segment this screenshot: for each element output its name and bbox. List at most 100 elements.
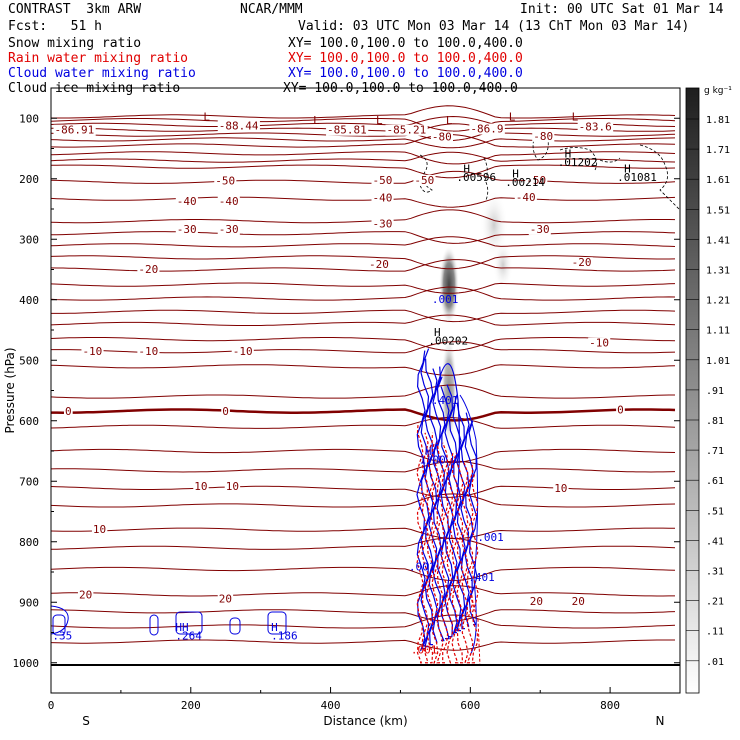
north-label: N — [656, 714, 665, 728]
plot-area: -86.91 -88.44 -85.81 -85.21 -86.9 -83.6 -80 -80… — [51, 105, 680, 667]
cloud-water-contour — [175, 611, 203, 635]
annotation-label: 1.00 — [419, 453, 446, 466]
annotation-label: H — [271, 621, 278, 634]
annotation-label: H — [425, 445, 432, 458]
annotation-label: L — [446, 114, 453, 127]
x-tick-label: 200 — [181, 699, 201, 712]
temperature-contour-label: 20 — [530, 595, 543, 608]
temperature-contour-label: -50 — [526, 174, 546, 187]
temperature-contour-line — [51, 151, 676, 163]
temperature-contour-label: -30 — [530, 223, 550, 236]
south-label: S — [82, 714, 90, 728]
cloud-water-contour — [267, 611, 287, 635]
annotation-label: .00214 — [505, 176, 545, 189]
temperature-contour-line — [51, 309, 676, 323]
annotation-label: .186 — [271, 630, 298, 643]
temperature-contour-label: 0 — [65, 405, 72, 418]
temperature-contour-line — [51, 384, 675, 399]
temperature-contour-label: -10 — [589, 337, 609, 350]
temperature-contour-label: -40 — [516, 191, 536, 204]
temperature-contour-line — [51, 209, 676, 224]
valid-time: Valid: 03 UTC Mon 03 Mar 14 (13 ChT Mon … — [298, 19, 690, 34]
temperature-contour-line — [51, 236, 676, 248]
temperature-contour-label: 20 — [219, 593, 232, 606]
colorbar-label: .61 — [706, 476, 724, 487]
annotation-label: .401 — [468, 571, 495, 584]
temperature-contour-label: -86.9 — [470, 123, 503, 136]
colorbar-label: .71 — [706, 446, 724, 457]
annotation-label: H — [434, 326, 441, 339]
temperature-contour-label: -85.21 — [386, 124, 426, 137]
temperature-contour-line — [51, 118, 676, 132]
forecast-hour: Fcst: 51 h — [8, 19, 102, 34]
temperature-contour-line — [51, 460, 676, 473]
colorbar-label: .11 — [706, 627, 724, 638]
rain-water-contour — [461, 462, 469, 663]
temperature-contour-label: -50 — [414, 174, 434, 187]
annotation-label: .401 — [432, 394, 459, 407]
temperature-contour-line — [51, 170, 676, 184]
temperature-contour-line — [51, 282, 676, 294]
legend-snow-xy: XY= 100.0,100.0 to 100.0,400.0 — [288, 36, 523, 51]
temperature-contour-line — [51, 164, 676, 179]
rain-water-contour — [451, 452, 459, 664]
legend-rain-label: Rain water mixing ratio — [8, 51, 189, 66]
cloud-water-contour — [456, 402, 466, 632]
annotation-label: L — [203, 110, 210, 123]
cloud-water-contour — [428, 368, 438, 646]
annotation-label: H — [512, 167, 519, 180]
cloud-water-contour — [444, 384, 454, 638]
colorbar-label: 1.31 — [706, 266, 730, 277]
temperature-contour-label: -30 — [177, 223, 197, 236]
annotation-label: .01081 — [617, 171, 657, 184]
annotation-label: .00596 — [456, 171, 496, 184]
annotation-label: H — [565, 147, 572, 160]
cloud-water-contour — [52, 614, 66, 636]
y-tick-label: 1000 — [13, 657, 40, 670]
temperature-contour-line — [51, 255, 676, 270]
temperature-contour-label: 10 — [226, 480, 239, 493]
temperature-contour-line — [51, 314, 676, 326]
temperature-contour-label: -40 — [372, 192, 392, 205]
rain-water-contour — [446, 452, 454, 664]
rain-water-contour — [471, 472, 479, 664]
rain-water-contours — [416, 422, 481, 667]
temperature-contour-label: -20 — [369, 258, 389, 271]
x-tick-label: 600 — [460, 699, 480, 712]
temperature-contour-line — [51, 416, 676, 429]
x-tick-label: 800 — [600, 699, 620, 712]
temperature-contour-line — [51, 614, 676, 629]
x-axis-label: Distance (km) — [323, 714, 407, 728]
cloud-water-contour — [468, 420, 478, 626]
temperature-contour-line — [51, 639, 675, 651]
colorbar-label: 1.01 — [706, 356, 730, 367]
annotation-label: .264 — [175, 630, 202, 643]
temperature-contour-line — [51, 337, 676, 352]
rain-water-contour — [421, 432, 429, 664]
rain-water-contour — [426, 432, 434, 664]
temperature-contour-label: 10 — [93, 523, 106, 536]
cloud-water-contour — [51, 605, 69, 635]
temperature-contour-label: 20 — [572, 595, 585, 608]
colorbar-label: 1.61 — [706, 175, 730, 186]
contour-labels: -86.91 -88.44 -85.81 -85.21 -86.9 -83.6 -80 -80… — [53, 120, 625, 608]
model-title: CONTRAST 3km ARW — [8, 2, 142, 17]
cloud-water-contour — [448, 394, 458, 636]
rain-water-contour — [436, 442, 444, 664]
y-tick-label: 100 — [19, 112, 39, 125]
annotation-label: L — [572, 110, 579, 123]
temperature-contour-line — [51, 115, 676, 127]
colorbar-label: .81 — [706, 416, 724, 427]
annotation-label: .001 — [409, 561, 436, 574]
rain-water-contour — [416, 422, 424, 664]
temperature-contour-label: -85.81 — [327, 124, 367, 137]
temperature-contour-label: 0 — [617, 403, 624, 416]
temperature-contour-label: -10 — [82, 345, 102, 358]
temperature-contour-label: 0 — [222, 405, 229, 418]
temperature-contour-label: -10 — [138, 345, 158, 358]
temperature-contour-line — [51, 448, 676, 464]
temperature-contour-label: -80 — [432, 130, 452, 143]
cloud-water-contour — [434, 363, 461, 521]
temperature-contour-line — [51, 133, 676, 148]
temperature-contour-label: -30 — [219, 223, 239, 236]
